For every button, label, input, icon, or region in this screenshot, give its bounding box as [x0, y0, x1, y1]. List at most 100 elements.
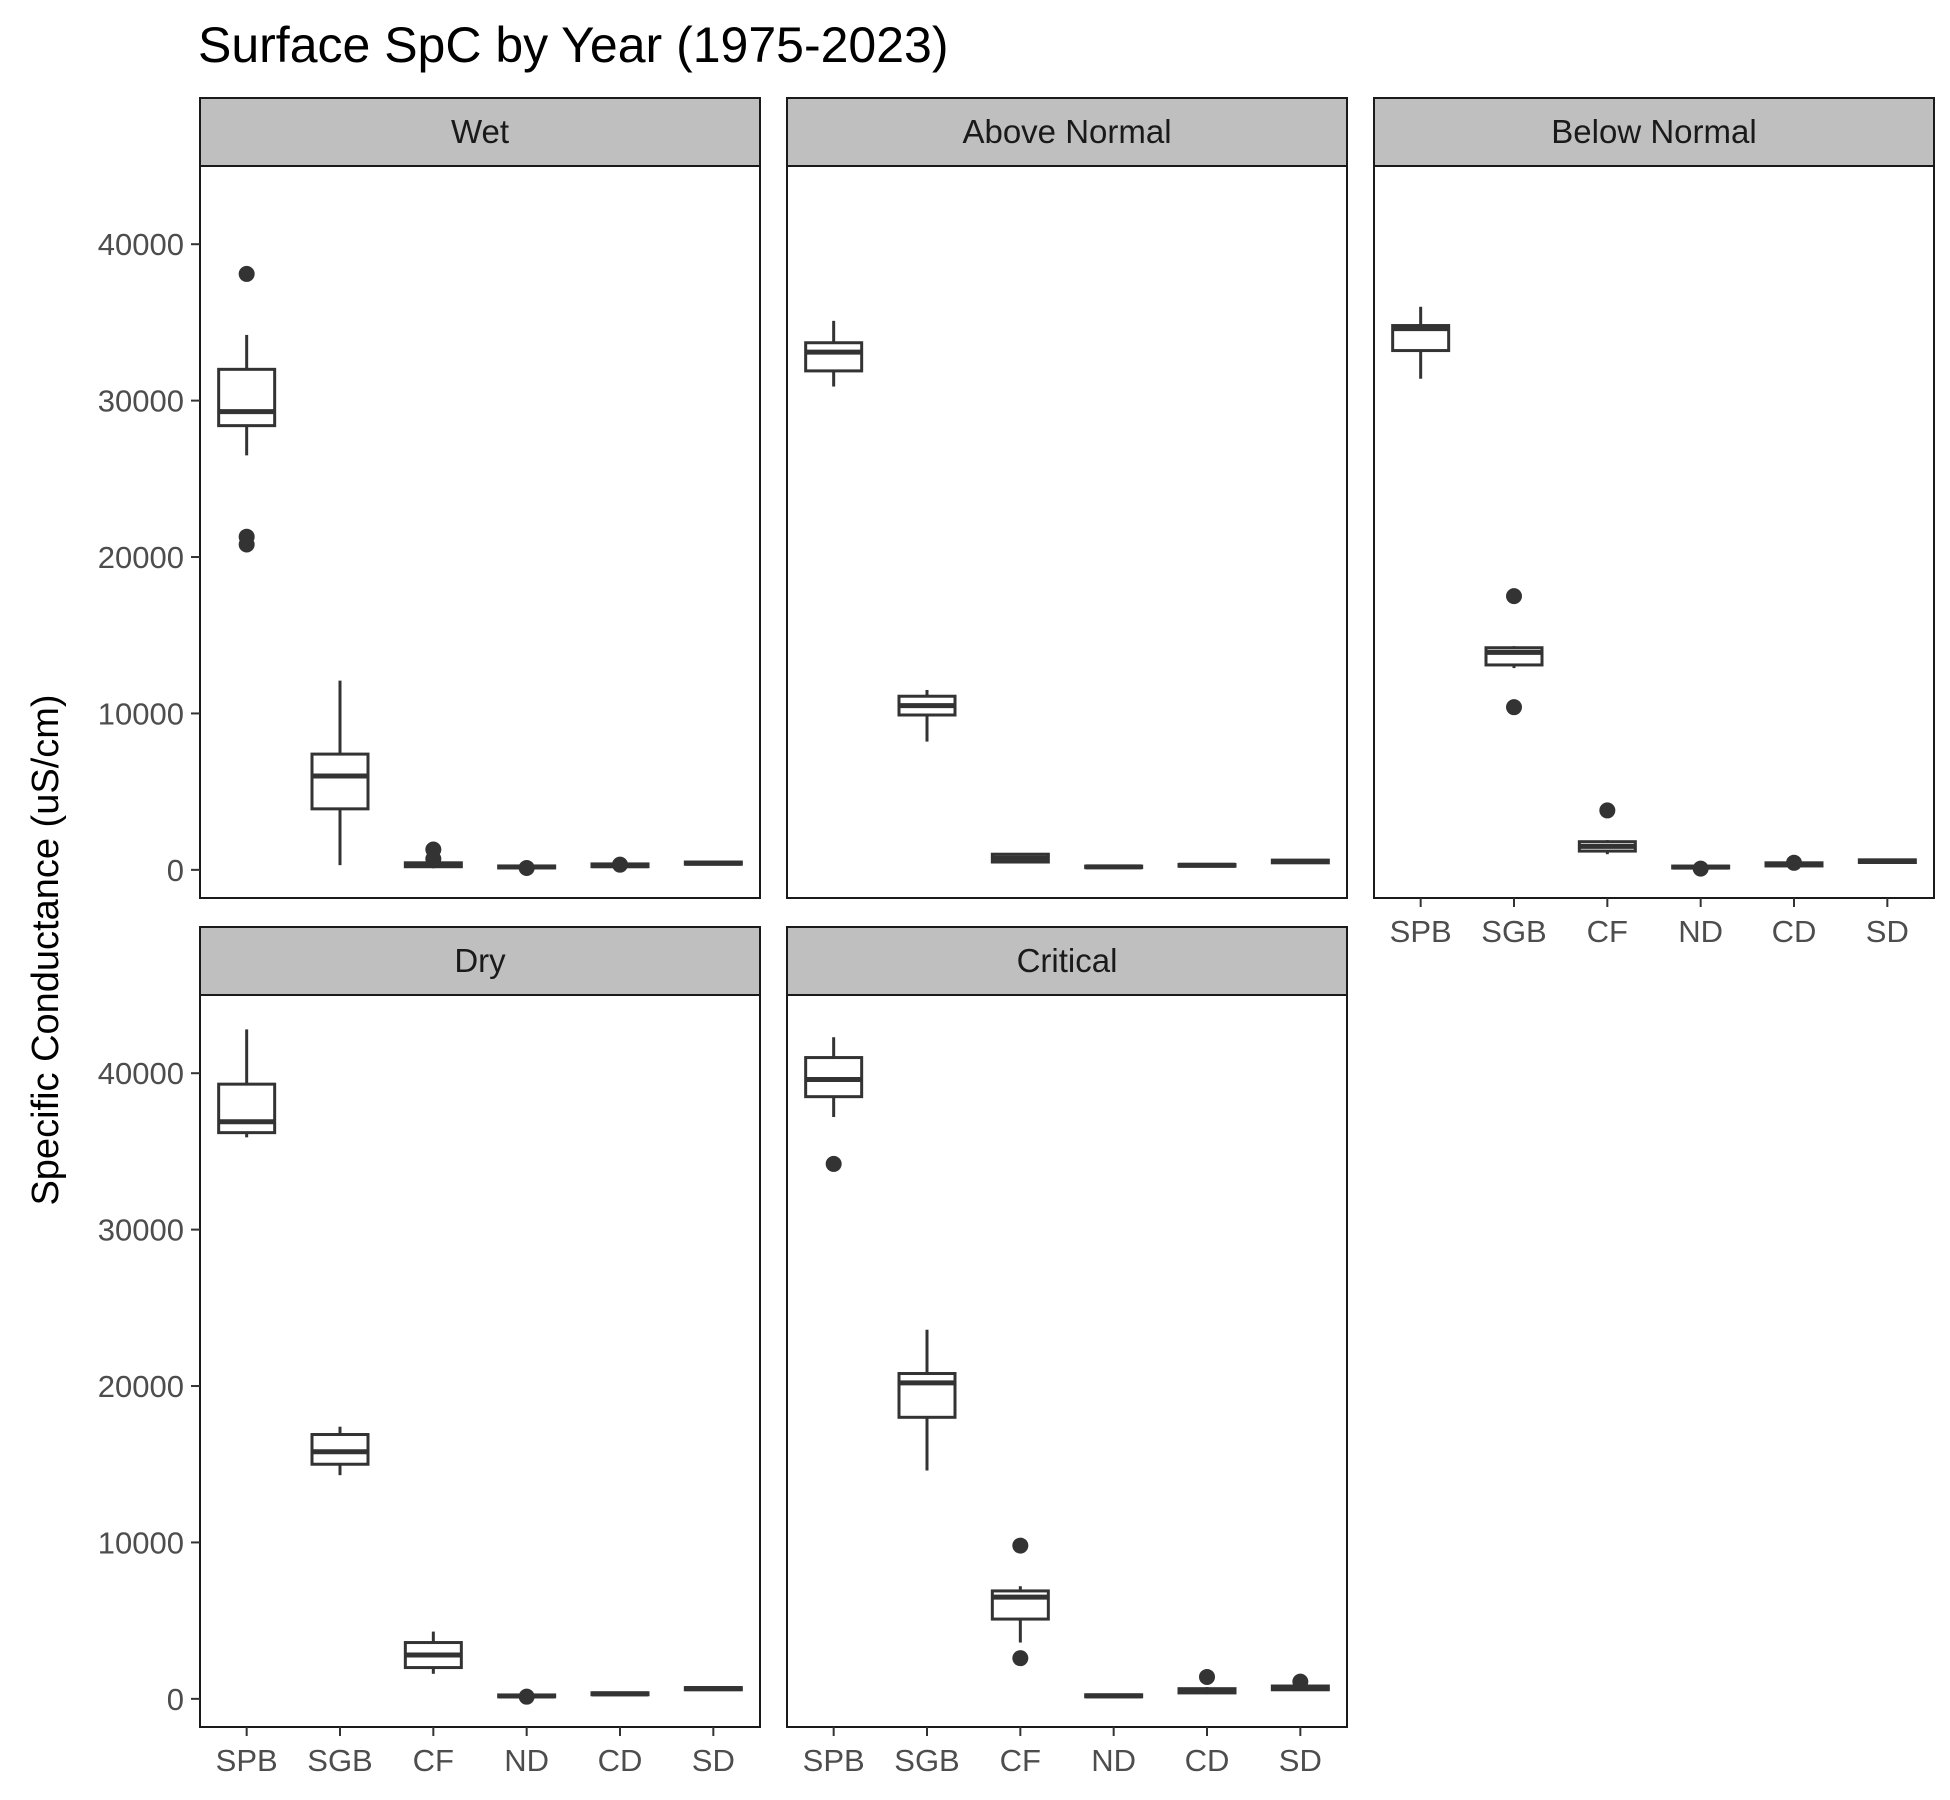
x-tick-label: ND	[1091, 1743, 1136, 1778]
box-nd	[497, 859, 557, 876]
box-sd	[1270, 1673, 1330, 1692]
x-tick-label: SD	[1866, 914, 1909, 949]
box-cd	[590, 1691, 650, 1697]
outlier-point	[518, 859, 535, 876]
facet-plot-area	[199, 994, 761, 1728]
box-cf	[990, 852, 1050, 864]
facet-panels: Wet 0 10000 20000 30000 40000 Above Normal Belo…	[98, 97, 1935, 1778]
outlier-point	[1599, 802, 1616, 819]
facet-strip-label: Dry	[454, 942, 506, 979]
outlier-point	[1012, 1650, 1029, 1667]
outlier-point	[518, 1688, 535, 1705]
outlier-point	[238, 536, 255, 553]
outlier-point	[1292, 1673, 1309, 1690]
box-sd	[683, 1686, 743, 1692]
box-iqr	[217, 1082, 277, 1135]
outlier-point	[1786, 854, 1802, 871]
box-sgb	[310, 680, 370, 866]
x-tick-label: CD	[598, 1743, 643, 1778]
x-tick-label: SD	[1279, 1743, 1322, 1778]
box-sgb	[897, 689, 957, 742]
box-nd	[1084, 1693, 1144, 1699]
box-cd	[1177, 1668, 1237, 1695]
outlier-point	[238, 265, 255, 282]
facet-panel-dry: Dry 0 10000 20000 30000 40000 SPB SGB CF ND CD SD	[98, 926, 761, 1778]
x-tick-label: CF	[1587, 914, 1628, 949]
x-tick-label: CD	[1772, 914, 1817, 949]
box-iqr	[310, 752, 370, 811]
box-nd	[1084, 864, 1144, 870]
y-axis-title: Specific Conductance (uS/cm)	[25, 694, 67, 1205]
box-cd	[1177, 862, 1237, 868]
box-sgb	[897, 1329, 957, 1471]
box-nd	[1671, 860, 1731, 877]
box-sd	[1270, 858, 1330, 865]
box-sgb	[310, 1426, 370, 1476]
facet-strip	[199, 97, 761, 167]
y-tick-label: 10000	[98, 696, 184, 731]
x-tick-label: CD	[1185, 1743, 1230, 1778]
y-tick-label: 30000	[98, 1213, 184, 1248]
outlier-point	[1506, 699, 1522, 716]
facet-panel-below-normal: Below Normal SPB SGB CF ND CD SD	[1373, 97, 1935, 949]
y-tick-label: 0	[167, 853, 184, 888]
outlier-point	[425, 850, 442, 867]
box-iqr	[804, 341, 864, 373]
box-spb	[804, 320, 864, 387]
x-tick-label: CF	[413, 1743, 454, 1778]
box-spb	[804, 1037, 864, 1172]
facet-strip-label: Wet	[451, 113, 509, 150]
box-cf	[403, 1631, 463, 1674]
facet-panel-above-normal: Above Normal	[786, 97, 1348, 899]
box-sd	[1857, 858, 1917, 864]
box-cf	[990, 1537, 1050, 1667]
facet-strip-label: Below Normal	[1551, 113, 1756, 150]
x-tick-label: SGB	[894, 1743, 959, 1778]
x-tick-label: SGB	[1481, 914, 1546, 949]
facet-plot-area	[786, 165, 1348, 899]
box-cd	[1764, 854, 1824, 871]
facet-strip	[199, 926, 761, 996]
box-nd	[497, 1688, 557, 1705]
outlier-point	[1692, 860, 1709, 877]
y-tick-label: 40000	[98, 1056, 184, 1091]
facet-panel-critical: Critical SPB SGB CF ND CD SD	[786, 926, 1348, 1778]
x-tick-label: SPB	[803, 1743, 865, 1778]
facet-plot-area	[1373, 165, 1935, 899]
facet-plot-area	[199, 165, 761, 899]
box-spb	[1391, 306, 1451, 379]
x-tick-label: ND	[1678, 914, 1723, 949]
y-tick-label: 0	[167, 1682, 184, 1717]
box-cf	[403, 841, 463, 869]
y-tick-label: 20000	[98, 540, 184, 575]
chart-title: Surface SpC by Year (1975-2023)	[198, 17, 949, 73]
x-tick-label: SPB	[216, 1743, 278, 1778]
y-tick-label: 20000	[98, 1369, 184, 1404]
facet-strip	[786, 926, 1348, 996]
facet-strip	[786, 97, 1348, 167]
outlier-point	[612, 856, 628, 873]
y-tick-label: 10000	[98, 1525, 184, 1560]
box-iqr	[217, 367, 277, 428]
outlier-point	[1506, 588, 1522, 605]
box-spb	[217, 1029, 277, 1138]
box-cf	[1577, 802, 1637, 855]
x-tick-label: SGB	[307, 1743, 372, 1778]
box-cd	[590, 856, 650, 873]
facet-strip-label: Above Normal	[962, 113, 1171, 150]
outlier-point	[1012, 1537, 1029, 1554]
outlier-point	[1199, 1668, 1215, 1685]
facet-strip-label: Critical	[1017, 942, 1118, 979]
y-tick-label: 40000	[98, 227, 184, 262]
outlier-point	[825, 1155, 842, 1172]
x-tick-label: ND	[504, 1743, 549, 1778]
box-sgb	[1484, 588, 1544, 716]
facet-plot-area	[786, 994, 1348, 1728]
y-tick-label: 30000	[98, 384, 184, 419]
box-iqr	[897, 1372, 957, 1419]
box-sd	[683, 860, 743, 866]
x-tick-label: SPB	[1390, 914, 1452, 949]
x-tick-label: CF	[1000, 1743, 1041, 1778]
facet-panel-wet: Wet 0 10000 20000 30000 40000	[98, 97, 761, 899]
